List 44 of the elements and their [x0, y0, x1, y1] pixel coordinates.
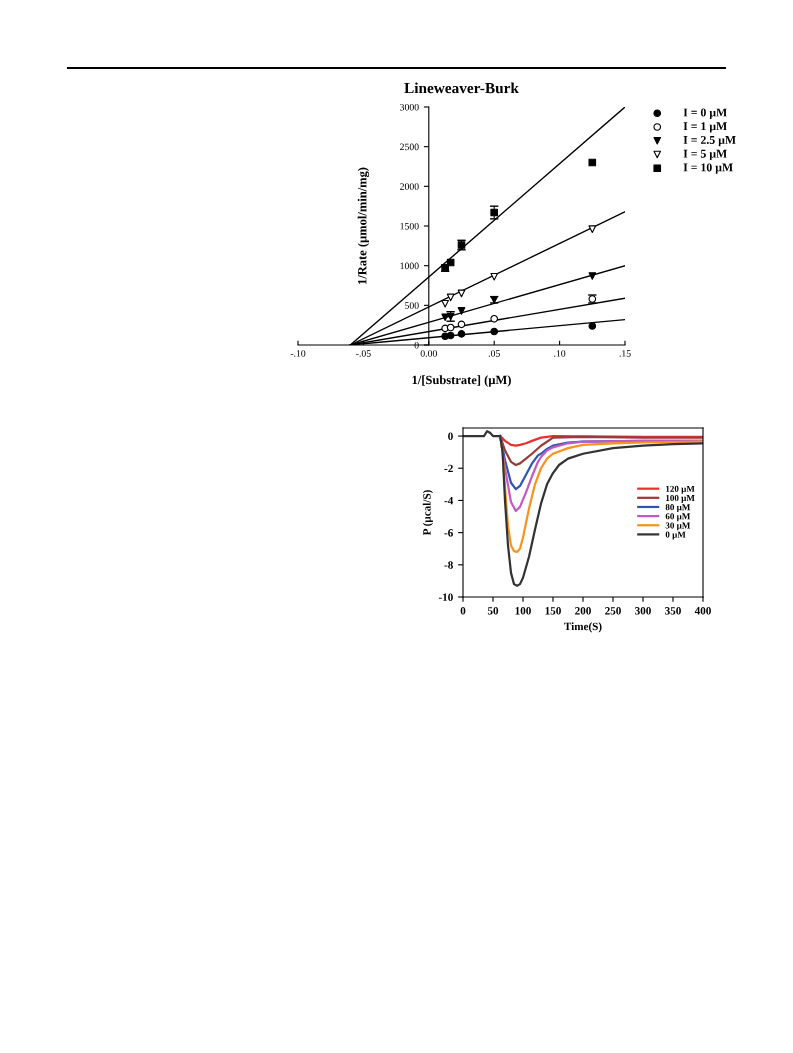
y-tick-label: 1000 [400, 262, 419, 270]
x-tick-label: -.10 [290, 350, 306, 357]
x-tick-label: 350 [665, 607, 681, 615]
y-tick-label: 2500 [400, 143, 419, 151]
y-tick-label: -6 [444, 529, 453, 537]
legend-label: I = 0 µM [683, 108, 727, 119]
x-tick-label: 250 [605, 607, 621, 615]
legend-label: I = 5 µM [683, 149, 727, 161]
x-tick-label: 100 [515, 607, 531, 615]
y-tick-label: -4 [444, 496, 454, 505]
x-axis-title: 1/[Substrate] (µM) [412, 375, 511, 387]
y-axis-title: 1/Rate (µmol/min/mg) [357, 167, 370, 284]
x-tick-label: .15 [619, 350, 631, 357]
y-tick-label: 500 [405, 302, 419, 309]
legend-label: 80 µM [665, 504, 691, 513]
x-tick-label: .05 [488, 350, 500, 357]
y-axis-title: P (µcal/S) [422, 490, 433, 536]
chart-title: Lineweaver-Burk [404, 82, 519, 94]
legend-label: I = 10 µM [683, 163, 733, 174]
x-tick-label: 400 [694, 607, 711, 615]
legend-label: I = 2.5 µM [683, 136, 736, 147]
y-tick-label: -8 [444, 561, 453, 569]
legend-label: 30 µM [665, 522, 691, 531]
x-tick-label: -.05 [356, 350, 371, 357]
x-tick-label: 150 [545, 607, 561, 615]
y-tick-label: 0 [448, 432, 453, 441]
legend-label: 120 µM [666, 485, 695, 494]
legend-label: I = 1 µM [683, 122, 727, 133]
x-tick-label: 0.00 [420, 350, 437, 357]
legend-label: 100 µM [666, 494, 695, 503]
y-tick-label: 0 [414, 341, 419, 349]
x-tick-label: 200 [575, 607, 591, 615]
legend-label: 0 µM [665, 531, 686, 540]
y-tick-label: 3000 [400, 103, 419, 111]
x-tick-label: 0 [460, 607, 466, 615]
legend-label: 60 µM [665, 513, 691, 522]
y-tick-label: 1500 [400, 222, 419, 230]
x-tick-label: .10 [554, 350, 566, 357]
y-tick-label: -2 [444, 464, 453, 473]
y-tick-label: -10 [438, 593, 453, 601]
y-tick-label: 2000 [400, 183, 419, 190]
x-axis-title: Time(S) [564, 622, 602, 633]
x-tick-label: 50 [487, 607, 499, 615]
x-tick-label: 300 [635, 607, 651, 615]
